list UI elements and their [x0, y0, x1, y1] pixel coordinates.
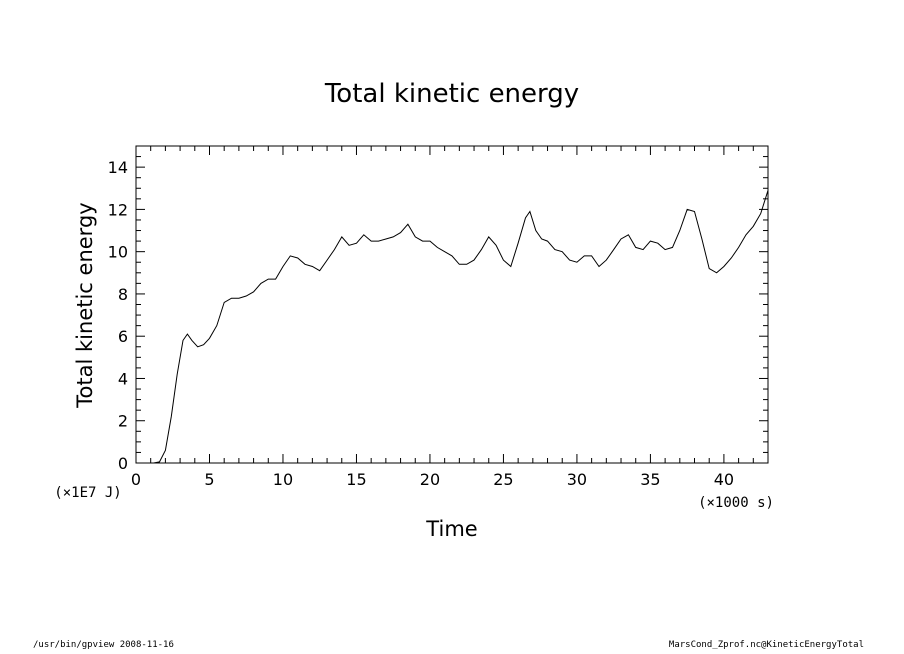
x-tick-label: 20	[420, 470, 440, 489]
x-axis-ticks: 0 5 10 15 20 25 30 35 40	[131, 146, 769, 489]
x-axis-label: Time	[425, 517, 477, 541]
x-unit-label: (×1000 s)	[698, 495, 774, 511]
y-tick-label: 0	[118, 454, 128, 473]
y-tick-label: 12	[108, 200, 128, 219]
x-tick-label: 30	[567, 470, 587, 489]
y-axis-ticks: 0 2 4 6 8 10 12 14	[108, 145, 768, 473]
x-tick-label: 15	[346, 470, 366, 489]
y-tick-label: 6	[118, 327, 128, 346]
plot-frame	[135, 145, 769, 464]
footer-right: MarsCond_Zprof.nc@KineticEnergyTotal	[668, 640, 864, 650]
y-tick-label: 4	[118, 369, 128, 388]
y-tick-label: 2	[118, 412, 128, 431]
series-line-kinetic-energy	[136, 190, 769, 464]
x-tick-label: 35	[640, 470, 660, 489]
y-unit-label: (×1E7 J)	[54, 485, 121, 501]
x-tick-label: 5	[204, 470, 214, 489]
x-tick-label: 10	[273, 470, 293, 489]
y-tick-label: 10	[108, 243, 128, 262]
y-tick-label: 8	[118, 285, 128, 304]
x-tick-label: 40	[714, 470, 734, 489]
y-axis-label: Total kinetic energy	[73, 202, 97, 408]
chart-title: Total kinetic energy	[324, 79, 579, 109]
y-tick-label: 14	[108, 158, 128, 177]
footer-left: /usr/bin/gpview 2008-11-16	[33, 640, 174, 650]
x-tick-label: 0	[131, 470, 141, 489]
x-tick-label: 25	[493, 470, 513, 489]
